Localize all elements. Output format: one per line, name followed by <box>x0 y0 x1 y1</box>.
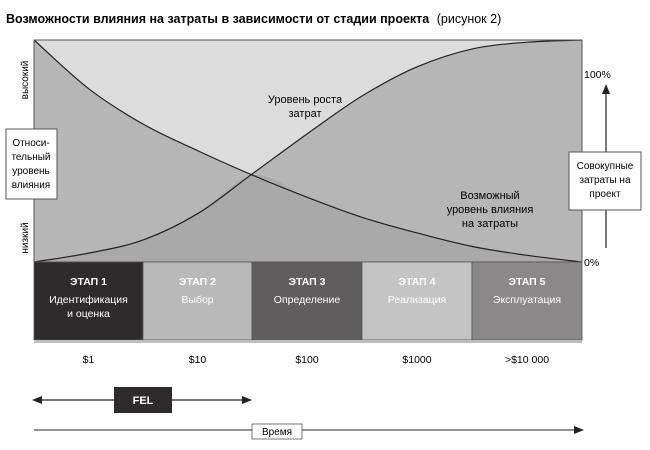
right-box-line1: Совокупные <box>577 161 634 172</box>
stage-5-block <box>471 261 583 341</box>
stage-3: ЭТАП 3 Определение <box>251 261 363 341</box>
falling-curve-label-line3: на затраты <box>462 218 518 230</box>
stage-1-line1: Идентификация <box>49 294 128 306</box>
stage-4-block <box>361 261 473 341</box>
cost-label-4: $1000 <box>402 354 431 366</box>
stage-1-line2: и оценка <box>67 308 110 320</box>
right-axis-bottom-label: 0% <box>584 257 599 269</box>
time-label: Время <box>262 427 292 438</box>
left-axis-box <box>5 128 58 200</box>
falling-curve-label-line2: уровень влияния <box>447 204 534 216</box>
stage-1: ЭТАП 1 Идентификация и оценка <box>33 261 144 341</box>
cost-label-3: $100 <box>295 354 319 366</box>
cost-area <box>34 40 582 262</box>
stage-2-title: ЭТАП 2 <box>179 276 216 288</box>
stage-row: ЭТАП 1 Идентификация и оценка ЭТАП 2 Выб… <box>33 261 583 341</box>
stage-4-title: ЭТАП 4 <box>399 276 436 288</box>
left-axis-low-label: низкий <box>20 222 31 253</box>
series-line-cost <box>33 39 583 263</box>
stage-3-line1: Определение <box>274 294 341 306</box>
rising-curve-label-line1: Уровень роста <box>268 94 343 106</box>
right-axis-arrowhead <box>602 84 610 94</box>
cost-label-2: $10 <box>189 354 207 366</box>
right-box-line2: затраты на <box>579 175 630 186</box>
left-box-line1: Относи- <box>12 138 49 149</box>
time-label-box <box>251 423 303 440</box>
series-line-influence <box>33 39 583 263</box>
right-box-line3: проект <box>589 189 621 200</box>
stage-1-title: ЭТАП 1 <box>70 276 107 288</box>
fel-arrowhead-right <box>242 396 252 404</box>
left-box-line3: уровень <box>12 166 50 177</box>
plot-area <box>33 39 583 263</box>
right-axis-top-label: 100% <box>584 69 611 81</box>
left-box-line4: влияния <box>12 180 50 191</box>
fel-arrowhead-left <box>32 396 42 404</box>
left-axis-high-label: высокий <box>20 61 31 100</box>
stage-2-block <box>142 261 253 341</box>
cost-label-1: $1 <box>83 354 95 366</box>
stage-2: ЭТАП 2 Выбор <box>142 261 253 341</box>
chart-title: Возможности влияния на затраты в зависим… <box>6 12 501 26</box>
stage-4: ЭТАП 4 Реализация <box>361 261 473 341</box>
influence-area <box>34 40 582 262</box>
stage-3-title: ЭТАП 3 <box>289 276 326 288</box>
stage-5: ЭТАП 5 Эксплуатация <box>471 261 583 341</box>
cost-label-5: >$10 000 <box>505 354 549 366</box>
stage-5-title: ЭТАП 5 <box>509 276 546 288</box>
left-box-line2: тельный <box>11 152 50 163</box>
right-axis-box <box>568 151 642 211</box>
falling-curve-label-line1: Возможный <box>460 190 519 202</box>
stage-2-line1: Выбор <box>181 294 213 306</box>
rising-curve-label-line2: затрат <box>289 108 322 120</box>
fel-badge <box>114 387 172 413</box>
time-arrowhead <box>574 426 584 434</box>
fel-label: FEL <box>133 395 154 407</box>
stage-4-line1: Реализация <box>388 294 446 306</box>
stage-5-line1: Эксплуатация <box>493 294 561 306</box>
